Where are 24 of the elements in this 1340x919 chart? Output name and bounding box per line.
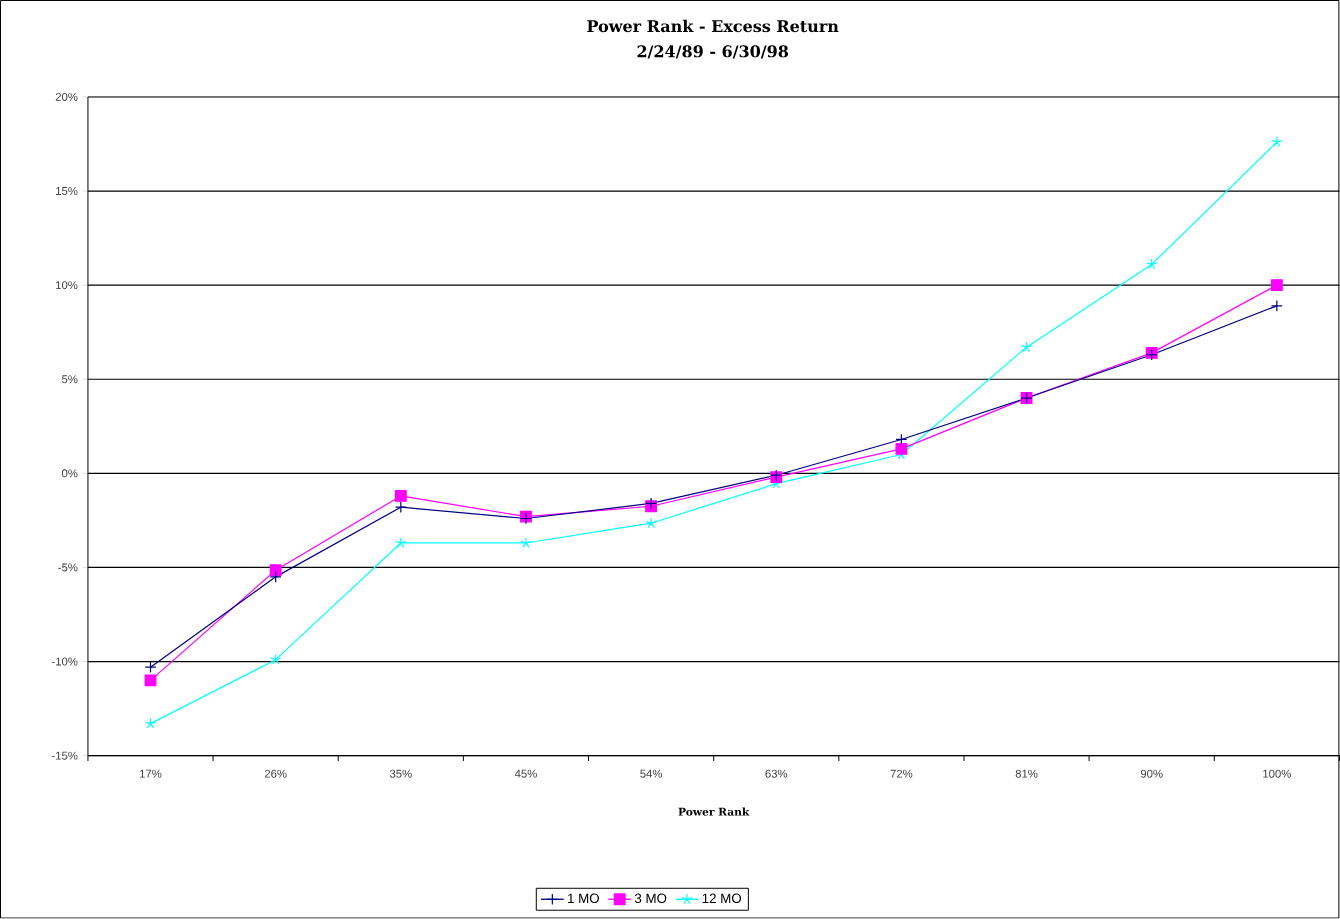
x-tick-label: 26% (264, 769, 287, 778)
y-tick-label: 20% (55, 93, 78, 102)
y-tick-label: -10% (51, 657, 78, 666)
chart-title: Power Rank - Excess Return (587, 19, 839, 33)
y-tick-label: 0% (61, 469, 78, 478)
y-tick-label: -15% (51, 751, 78, 760)
x-tick-label: 35% (389, 769, 412, 778)
x-tick-label: 72% (890, 769, 913, 778)
x-tick-label: 63% (765, 769, 788, 778)
x-tick-label: 54% (640, 769, 663, 778)
y-tick-label: 15% (56, 187, 78, 196)
legend-label: 1 MO (568, 893, 599, 904)
x-tick-label: 45% (514, 769, 537, 778)
x-tick-label: 90% (1140, 769, 1163, 778)
x-tick-label: 81% (1015, 769, 1038, 778)
y-tick-label: 10% (56, 281, 78, 290)
x-tick-label: 17% (140, 769, 162, 778)
legend-label: 12 MO (702, 893, 742, 904)
x-axis-title: Power Rank (678, 807, 750, 816)
y-tick-label: -5% (58, 563, 78, 572)
y-tick-label: 5% (61, 375, 78, 384)
x-tick-label: 100% (1263, 769, 1291, 778)
legend-label: 3 MO (634, 893, 667, 904)
chart-subtitle: 2/24/89 - 6/30/98 (637, 45, 789, 59)
